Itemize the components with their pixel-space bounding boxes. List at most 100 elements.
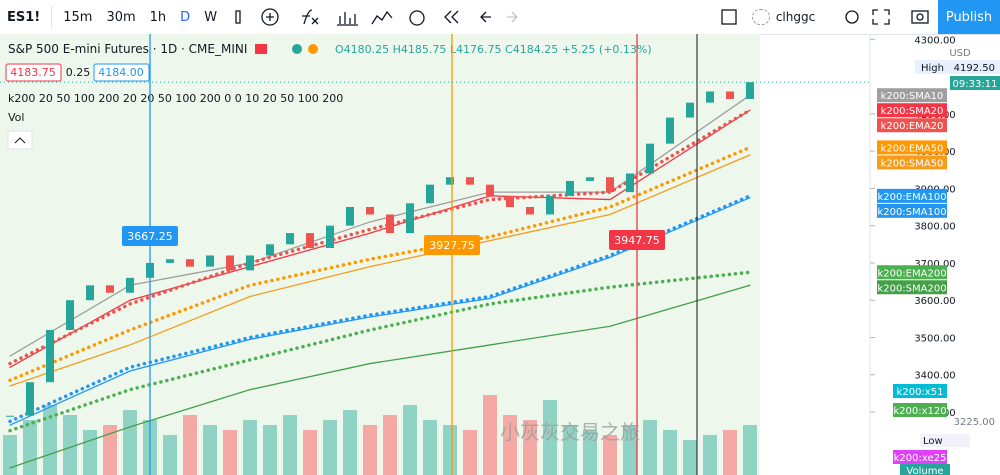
candle [606,177,614,193]
marker-box [424,235,480,255]
volume-bar [683,440,697,475]
candle [526,207,534,215]
volume-bar [623,425,637,475]
settings-icon[interactable] [845,10,859,24]
series-pill-label: k200:EMA20 [881,121,944,132]
bid-box[interactable] [5,63,62,82]
volume-bar [223,430,237,475]
candle [666,117,674,144]
undo-icon[interactable] [480,11,492,23]
volume-bar [743,425,757,475]
volume-bar [83,430,97,475]
indicator-legend: k200 20 50 100 200 20 20 50 100 200 0 0 … [8,92,343,105]
add-icon [266,13,275,21]
series-pill [877,155,947,170]
candles-icon[interactable] [235,10,241,24]
interval[interactable]: 15m [63,9,93,25]
series-pill-label: k200:EMA200 [877,268,946,279]
high: H4185.75 [393,43,447,56]
series-pill-label: k200:SMA20 [881,106,944,117]
extra-pill [893,384,947,398]
volume-bar [663,430,677,475]
marker-box [122,226,178,246]
volume-bar [403,405,417,475]
y-tick-label: 3500.00 [914,333,955,344]
collapse-button[interactable] [7,130,33,150]
candle [446,177,454,185]
tool-icons [235,8,518,26]
volume-bar [363,425,377,475]
candle [546,195,554,215]
volume-bar [503,415,517,475]
candle [326,225,334,249]
volume-bar [563,425,577,475]
series-pill-label: k200:EMA100 [877,192,946,203]
open: O4180.25 [335,43,389,56]
candle [266,244,274,256]
ask-box[interactable] [93,63,150,82]
candle [306,233,314,249]
snapshot-icon[interactable] [911,10,929,24]
candle [746,82,754,99]
volume-bar [263,425,277,475]
volume-bar [303,430,317,475]
candle [206,255,214,267]
ma-line [9,284,751,469]
chart: S&P 500 E-mini Futures · 1D · CME_MINI O… [0,34,1000,475]
marker-label: 3947.75 [614,234,660,247]
extra-pill-label: k200:xe25 [894,453,947,464]
interval[interactable]: D [180,9,191,25]
low-label: Low [923,436,943,447]
status-dot [308,44,318,54]
session-background [0,34,760,475]
volume-bar [323,420,337,475]
legend-title: S&P 500 E-mini Futures · 1D · CME_MINI [8,42,247,56]
bid: 4183.75 [10,66,56,79]
volume-bar [643,420,657,475]
symbol[interactable]: ES1! [7,9,41,25]
low-box [920,434,970,447]
alert-icon[interactable] [409,10,425,26]
candle [346,207,354,226]
candle [366,207,374,215]
add-icon[interactable] [261,8,279,26]
collapse-icon [14,137,26,144]
fx-icon[interactable] [302,9,319,25]
fullscreen-icon[interactable] [872,9,890,25]
bars-icon[interactable] [337,12,359,26]
user[interactable]: clhggc [752,0,815,34]
plot: 3667.25 3927.75 3947.75 [0,34,870,475]
candle [226,255,234,271]
extra-pill-label: k200:x51 [897,387,944,398]
publish-button[interactable]: Publish [938,0,1000,34]
candle [586,177,594,181]
candle [386,214,394,234]
volume-bar [3,435,17,475]
candle [486,184,494,196]
candle [66,300,74,331]
currency: USD [949,48,971,59]
compare-icon[interactable] [371,10,393,25]
ma-line [8,194,752,424]
redo-icon[interactable] [507,11,518,23]
interval[interactable]: 1h [149,9,167,25]
candle [126,277,134,293]
candle [26,382,34,416]
interval[interactable]: W [204,9,218,25]
volume-bar [463,430,477,475]
volume-bar [103,425,117,475]
time-box [950,76,1000,90]
ma-line [8,270,752,433]
layout-icon[interactable] [716,0,756,34]
y-tick-label: 3700.00 [914,259,955,270]
candle [646,143,654,174]
candle [286,233,294,245]
candle [106,285,114,293]
ma-line [9,154,751,387]
volume-bar [343,410,357,475]
replay-icon[interactable] [444,10,459,24]
high-box [915,60,1000,74]
interval[interactable]: 30m [106,9,136,25]
y-tick-label: 4300.00 [914,35,955,46]
volume-bar [443,425,457,475]
